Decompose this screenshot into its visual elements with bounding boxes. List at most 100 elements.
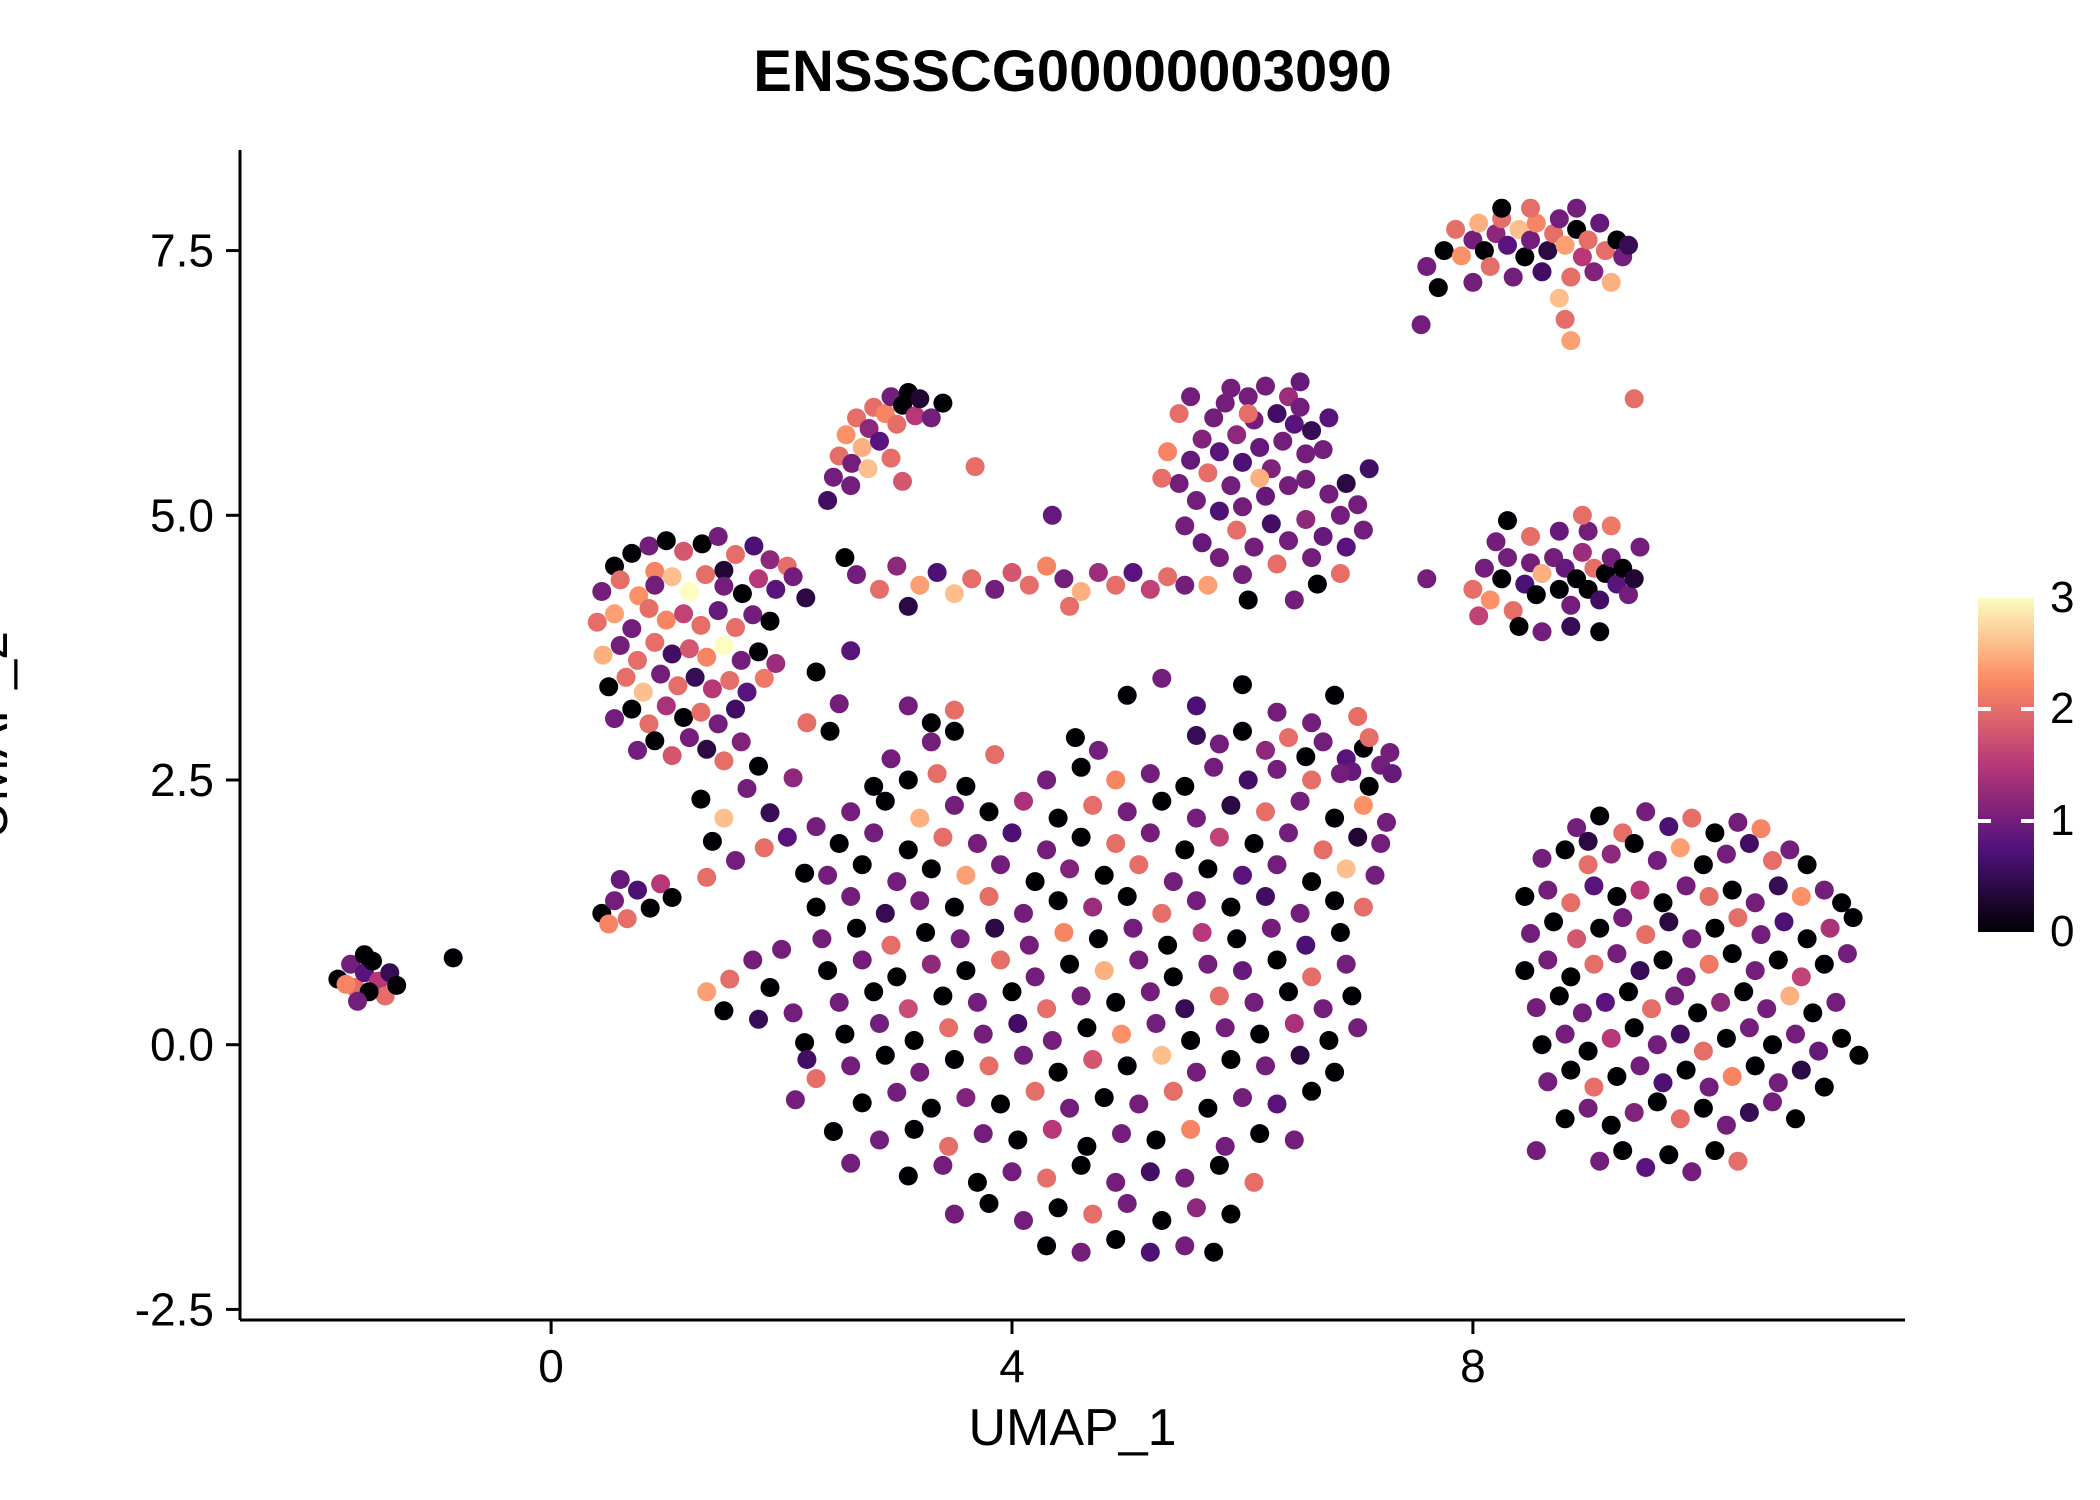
data-point [1077,1018,1097,1038]
data-point [1567,929,1587,949]
data-point [1630,961,1650,981]
data-point [1037,1236,1057,1256]
data-point [1152,1045,1172,1065]
data-point [1699,1077,1719,1097]
data-point [1302,770,1322,790]
data-point [1112,1024,1131,1044]
data-point [1256,1056,1275,1076]
data-point [1325,1062,1345,1082]
data-point [835,1024,855,1044]
data-point [1377,812,1396,832]
data-point [1048,1062,1068,1082]
data-point [1037,999,1057,1019]
data-point [1106,1172,1126,1192]
colorbar-tick-label: 3 [2050,573,2075,622]
data-point [1601,516,1621,536]
data-point [1250,1024,1270,1044]
data-point [1071,1155,1091,1175]
data-point [336,974,356,994]
data-point [841,802,861,822]
data-point [1192,533,1212,553]
data-point [628,880,647,900]
data-point [1642,999,1661,1019]
data-point [1780,840,1800,860]
data-point [870,579,889,599]
data-point [823,467,843,487]
data-point [1526,585,1546,605]
data-point [1083,1050,1103,1069]
data-point [979,802,999,822]
data-point [1814,880,1834,900]
data-point [1112,1124,1131,1144]
data-point [1123,563,1143,582]
data-point [1434,241,1454,261]
data-point [1728,1151,1748,1171]
data-point [1417,257,1437,276]
data-point [875,1045,895,1065]
data-point [1365,865,1385,885]
data-point [1446,219,1466,239]
data-point [605,891,624,911]
data-point [1359,728,1379,748]
data-point [1267,759,1287,779]
data-point [1163,872,1183,892]
data-point [1820,918,1840,938]
data-point [1094,961,1114,981]
data-point [1215,393,1235,413]
data-point [1607,887,1627,906]
data-point [1469,213,1489,233]
data-point [823,1122,843,1141]
data-point [685,667,705,687]
data-point [864,823,884,843]
data-point [1042,505,1062,525]
data-point [1215,1018,1235,1038]
data-point [1601,1115,1621,1135]
data-point [1302,421,1322,441]
data-point [1302,872,1322,892]
data-point [1411,315,1431,335]
data-point [1463,272,1483,292]
data-point [1313,999,1333,1019]
data-point [1094,1088,1114,1108]
data-point [921,859,941,879]
data-point [1763,1035,1782,1055]
data-point [1348,1018,1368,1038]
data-point [1238,590,1258,610]
data-point [991,1094,1010,1114]
data-point [785,1090,805,1110]
data-point [1209,548,1229,568]
data-point [1832,1028,1852,1048]
data-point [1572,505,1592,525]
data-point [1267,404,1287,424]
data-point [1181,1031,1201,1050]
data-point [1129,950,1149,970]
data-point [1584,954,1604,974]
data-point [927,764,947,784]
data-point [1555,1024,1575,1044]
data-point [692,534,712,554]
data-point [1330,564,1350,583]
data-point [1302,1081,1322,1101]
data-point [806,817,826,837]
data-point [1117,685,1137,705]
data-point [1106,575,1126,595]
data-point [1325,891,1345,911]
data-point [1313,440,1333,460]
data-point [1233,1088,1252,1108]
data-point [944,721,964,741]
data-point [679,582,699,601]
data-point [1624,1018,1644,1038]
data-point [1106,1230,1126,1249]
data-point [1227,929,1247,949]
data-point [829,694,849,714]
data-point [754,838,774,858]
data-point [697,739,717,759]
data-point [1088,929,1108,949]
y-tick-label: -2.5 [135,1283,214,1335]
data-point [1636,925,1656,945]
data-point [1653,1073,1673,1093]
data-point [605,604,624,624]
data-point [1071,582,1091,601]
data-point [708,714,728,734]
data-point [1480,590,1500,610]
